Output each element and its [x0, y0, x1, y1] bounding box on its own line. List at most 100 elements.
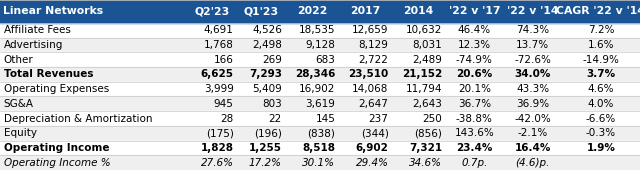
- Text: 46.4%: 46.4%: [458, 25, 491, 35]
- Text: 250: 250: [422, 114, 442, 124]
- Text: (175): (175): [205, 128, 234, 138]
- Text: Other: Other: [4, 55, 33, 65]
- Text: 34.0%: 34.0%: [515, 69, 551, 79]
- Text: 10,632: 10,632: [406, 25, 442, 35]
- Text: 6,902: 6,902: [356, 143, 388, 153]
- Text: 29.4%: 29.4%: [356, 158, 388, 168]
- Text: 30.1%: 30.1%: [302, 158, 335, 168]
- Text: 14,068: 14,068: [352, 84, 388, 94]
- Text: 0.7p.: 0.7p.: [461, 158, 488, 168]
- Text: 43.3%: 43.3%: [516, 84, 549, 94]
- Text: Depreciation & Amortization: Depreciation & Amortization: [4, 114, 152, 124]
- Text: 2,643: 2,643: [412, 99, 442, 109]
- Text: 34.6%: 34.6%: [409, 158, 442, 168]
- Text: 11,794: 11,794: [406, 84, 442, 94]
- Text: 3,619: 3,619: [305, 99, 335, 109]
- Text: 145: 145: [316, 114, 335, 124]
- Text: 12,659: 12,659: [352, 25, 388, 35]
- Text: 683: 683: [316, 55, 335, 65]
- Text: -14.9%: -14.9%: [582, 55, 620, 65]
- Text: 12.3%: 12.3%: [458, 40, 491, 50]
- Text: 1.9%: 1.9%: [586, 143, 615, 153]
- Text: -6.6%: -6.6%: [586, 114, 616, 124]
- Bar: [0, 0, 640, 23]
- Text: Equity: Equity: [4, 128, 37, 138]
- Text: Q2'23: Q2'23: [195, 6, 230, 16]
- Text: (344): (344): [361, 128, 388, 138]
- Text: Linear Networks: Linear Networks: [3, 6, 103, 16]
- Text: 20.1%: 20.1%: [458, 84, 491, 94]
- Text: 3.7%: 3.7%: [586, 69, 616, 79]
- Text: 7,293: 7,293: [249, 69, 282, 79]
- Text: -2.1%: -2.1%: [518, 128, 548, 138]
- Text: 27.6%: 27.6%: [200, 158, 234, 168]
- Text: 18,535: 18,535: [299, 25, 335, 35]
- Bar: [0, 38, 640, 52]
- Text: 1.6%: 1.6%: [588, 40, 614, 50]
- Text: 2,498: 2,498: [252, 40, 282, 50]
- Bar: [0, 82, 640, 96]
- Text: 9,128: 9,128: [305, 40, 335, 50]
- Text: 1,768: 1,768: [204, 40, 234, 50]
- Text: (838): (838): [307, 128, 335, 138]
- Text: Q1'23: Q1'23: [243, 6, 278, 16]
- Text: '22 v '14: '22 v '14: [507, 6, 558, 16]
- Text: -38.8%: -38.8%: [456, 114, 493, 124]
- Text: Total Revenues: Total Revenues: [4, 69, 93, 79]
- Text: 2022: 2022: [296, 6, 327, 16]
- Text: 7.2%: 7.2%: [588, 25, 614, 35]
- Text: Affiliate Fees: Affiliate Fees: [4, 25, 70, 35]
- Text: -74.9%: -74.9%: [456, 55, 493, 65]
- Text: 803: 803: [262, 99, 282, 109]
- Text: 166: 166: [214, 55, 234, 65]
- Text: 8,129: 8,129: [359, 40, 388, 50]
- Text: 2,722: 2,722: [359, 55, 388, 65]
- Text: 3,999: 3,999: [204, 84, 234, 94]
- Text: 1,828: 1,828: [200, 143, 234, 153]
- Bar: [0, 23, 640, 38]
- Bar: [0, 96, 640, 111]
- Text: 2017: 2017: [350, 6, 380, 16]
- Text: 1,255: 1,255: [249, 143, 282, 153]
- Bar: [0, 52, 640, 67]
- Text: Operating Income: Operating Income: [4, 143, 109, 153]
- Bar: [0, 67, 640, 82]
- Text: 945: 945: [214, 99, 234, 109]
- Text: 16.4%: 16.4%: [515, 143, 551, 153]
- Bar: [0, 126, 640, 141]
- Text: 23,510: 23,510: [348, 69, 388, 79]
- Text: 8,518: 8,518: [302, 143, 335, 153]
- Text: Operating Expenses: Operating Expenses: [4, 84, 109, 94]
- Text: 237: 237: [369, 114, 388, 124]
- Text: '22 v '17: '22 v '17: [449, 6, 500, 16]
- Text: -72.6%: -72.6%: [514, 55, 551, 65]
- Text: 4,526: 4,526: [252, 25, 282, 35]
- Bar: [0, 141, 640, 155]
- Text: 4.6%: 4.6%: [588, 84, 614, 94]
- Text: (196): (196): [254, 128, 282, 138]
- Text: 8,031: 8,031: [412, 40, 442, 50]
- Text: 2014: 2014: [403, 6, 434, 16]
- Text: 4.0%: 4.0%: [588, 99, 614, 109]
- Text: 7,321: 7,321: [409, 143, 442, 153]
- Text: 269: 269: [262, 55, 282, 65]
- Text: 143.6%: 143.6%: [454, 128, 494, 138]
- Text: (856): (856): [414, 128, 442, 138]
- Text: -0.3%: -0.3%: [586, 128, 616, 138]
- Text: 23.4%: 23.4%: [456, 143, 493, 153]
- Text: CAGR '22 v '14: CAGR '22 v '14: [556, 6, 640, 16]
- Text: 21,152: 21,152: [402, 69, 442, 79]
- Text: SG&A: SG&A: [4, 99, 34, 109]
- Text: 36.7%: 36.7%: [458, 99, 491, 109]
- Text: Advertising: Advertising: [4, 40, 63, 50]
- Text: 74.3%: 74.3%: [516, 25, 549, 35]
- Text: 2,647: 2,647: [359, 99, 388, 109]
- Bar: [0, 155, 640, 170]
- Text: 2,489: 2,489: [412, 55, 442, 65]
- Text: 4,691: 4,691: [204, 25, 234, 35]
- Text: 6,625: 6,625: [200, 69, 234, 79]
- Text: 16,902: 16,902: [299, 84, 335, 94]
- Bar: [0, 111, 640, 126]
- Text: (4.6)p.: (4.6)p.: [515, 158, 550, 168]
- Text: 28: 28: [220, 114, 234, 124]
